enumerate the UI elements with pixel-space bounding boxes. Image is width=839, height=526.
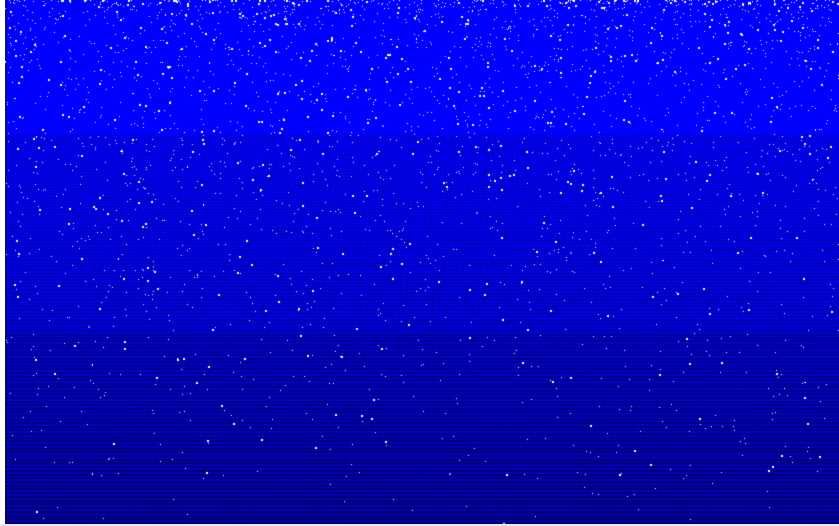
left-border xyxy=(0,0,5,526)
bottom-border xyxy=(0,524,839,526)
